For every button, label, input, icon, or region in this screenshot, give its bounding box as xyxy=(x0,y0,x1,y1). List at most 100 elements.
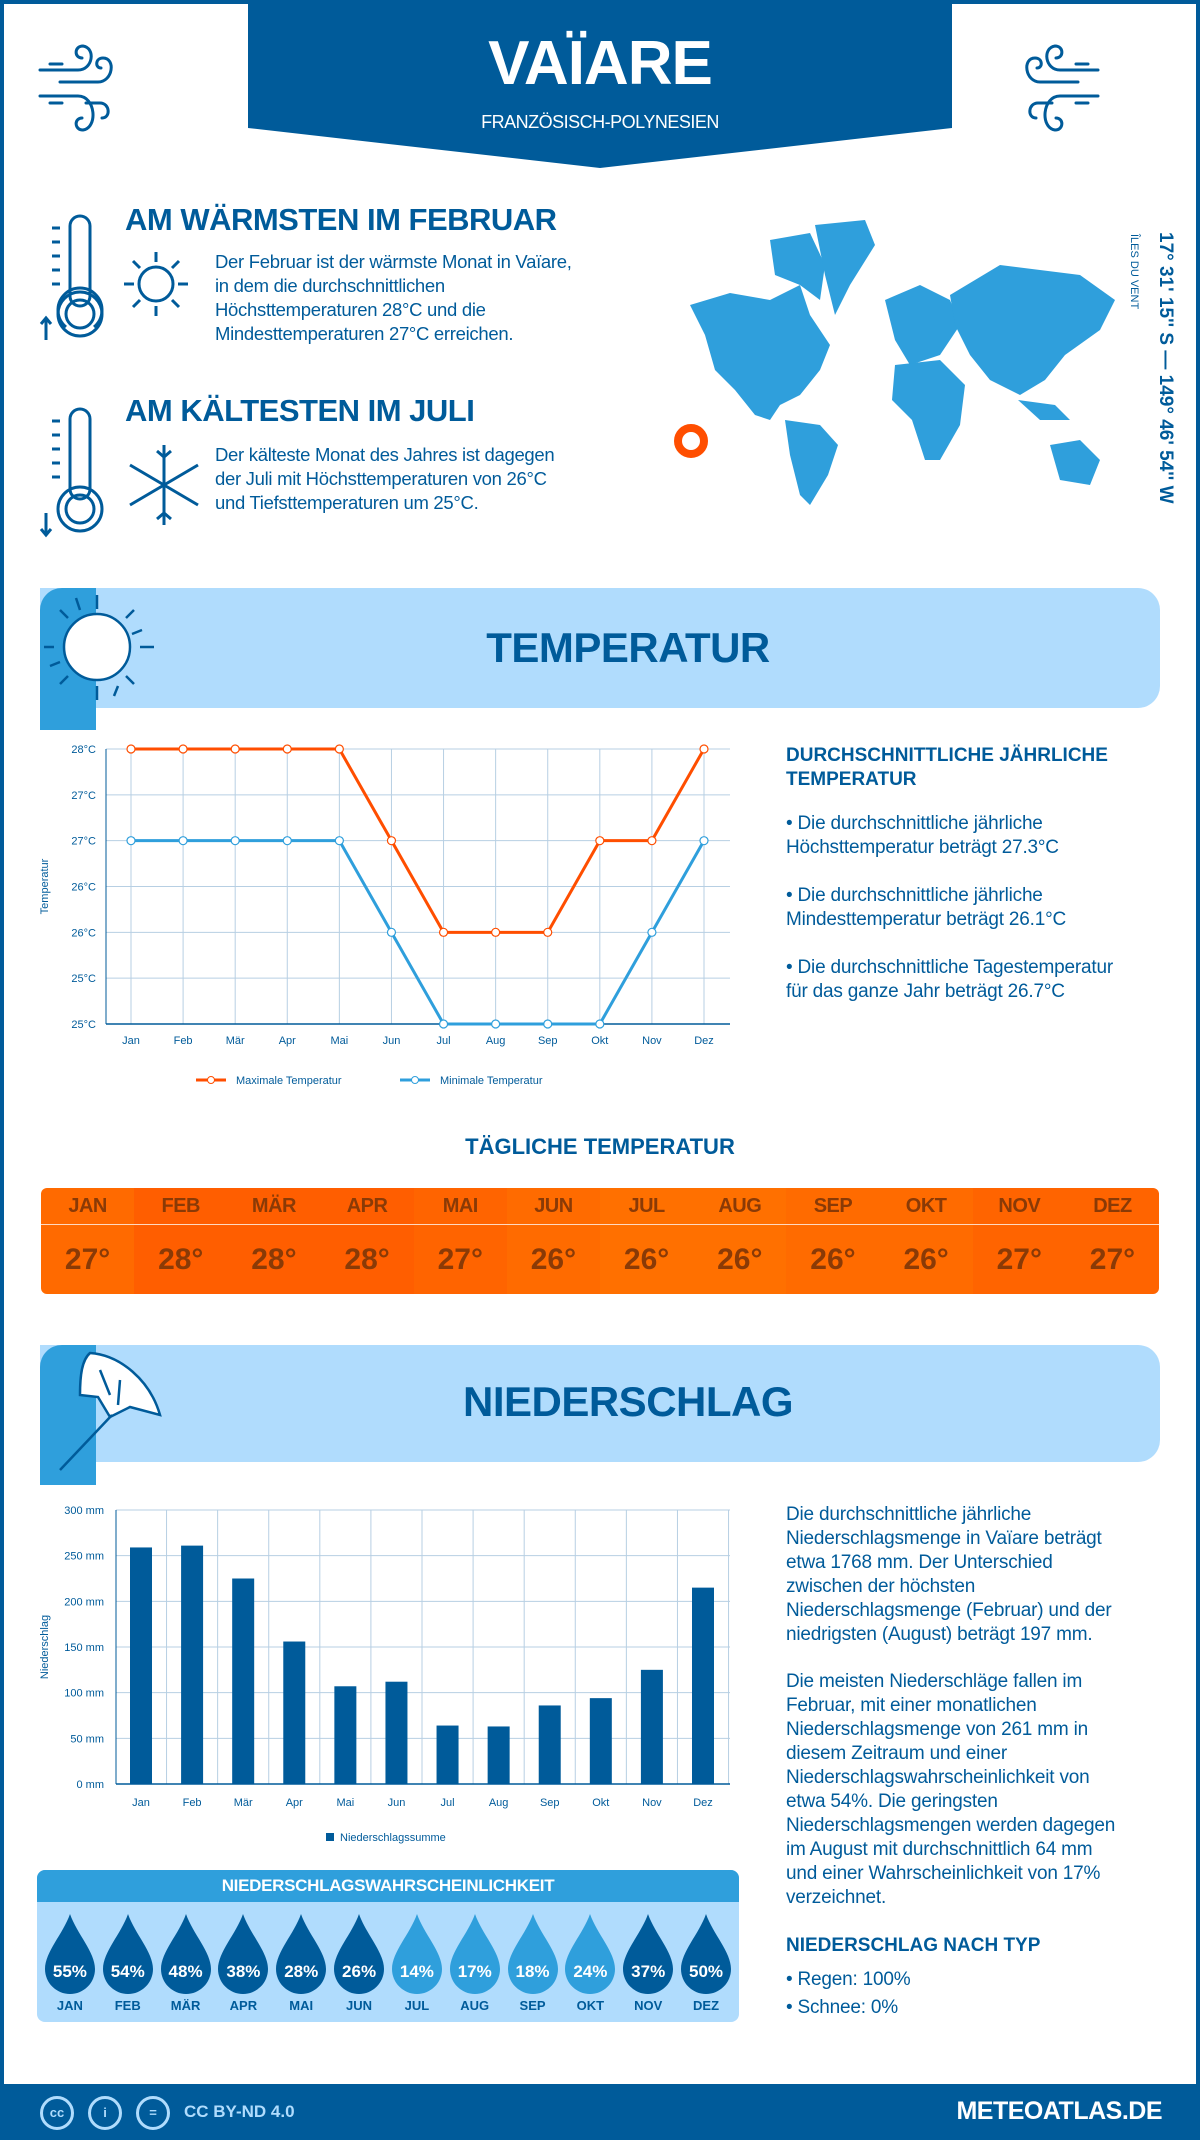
raindrop-icon xyxy=(681,1914,732,1994)
data-point xyxy=(282,836,292,846)
daily-value: 28° xyxy=(344,1243,390,1276)
daily-month: DEZ xyxy=(1065,1188,1159,1225)
data-point xyxy=(178,836,188,846)
data-point xyxy=(386,836,397,846)
data-point xyxy=(647,836,657,846)
x-tick-label: Jan xyxy=(122,1035,140,1047)
text-line: Die durchschnittliche jährliche xyxy=(786,1504,1032,1525)
probability-month: FEB xyxy=(114,1998,141,2013)
probability-drop: 37% NOV xyxy=(619,1902,677,2013)
raindrop-icon xyxy=(334,1914,385,1994)
data-point xyxy=(438,1019,449,1029)
probability-month: OKT xyxy=(576,1998,605,2013)
precip-types: • Regen: 100% • Schnee: 0% xyxy=(786,1966,911,2022)
page-title: VAÏARE xyxy=(488,29,713,98)
text-line: Mindesttemperatur beträgt 26.1°C xyxy=(786,909,1067,930)
probability-value: 18% xyxy=(515,1962,550,1981)
y-tick-label: 26°C xyxy=(71,927,96,939)
daily-value: 27° xyxy=(1089,1243,1136,1276)
x-tick-label: Sep xyxy=(540,1797,560,1809)
text-line: Niederschlagsmenge (Februar) und der xyxy=(786,1600,1112,1621)
precip-bar xyxy=(589,1698,612,1784)
precip-summary: Die durchschnittliche jährliche Niedersch… xyxy=(786,1503,1186,1647)
probability-month: MÄR xyxy=(170,1998,201,2013)
x-tick-label: Jun xyxy=(388,1797,406,1809)
probability-month: JUN xyxy=(346,1998,373,2013)
bullet: • Die durchschnittliche jährliche Höchstt… xyxy=(786,812,1166,860)
text-line: • Die durchschnittliche jährliche xyxy=(786,813,1043,834)
probability-drop: 28% MAI xyxy=(272,1902,330,2013)
x-tick-label: Jan xyxy=(132,1797,150,1809)
legend-label: Niederschlagssumme xyxy=(340,1832,446,1844)
text-line: • Die durchschnittliche Tagestemperatur xyxy=(786,957,1113,978)
precip-bar xyxy=(487,1726,510,1784)
temperature-chart: 25°C 25°C 26°C 26°C 27°C 27°C 28°C Jan Feb Mär Apr… xyxy=(39,744,730,1087)
probability-value: 48% xyxy=(168,1962,203,1981)
probability-drop: 14% JUL xyxy=(388,1902,446,2013)
precip-bar xyxy=(334,1686,357,1784)
y-tick-label: 0 mm xyxy=(77,1779,105,1791)
probability-value: 17% xyxy=(457,1962,492,1981)
thermometer-warm-icon xyxy=(39,214,188,340)
data-point xyxy=(543,927,553,937)
precip-bar xyxy=(181,1545,204,1784)
probability-value: 37% xyxy=(631,1962,666,1981)
text-line: Der Februar ist der wärmste Monat in Vaï… xyxy=(215,251,572,272)
y-tick-label: 28°C xyxy=(71,744,96,756)
data-point xyxy=(491,927,501,937)
data-point xyxy=(595,1019,605,1029)
text-line: und einer Wahrscheinlichkeit von 17% xyxy=(786,1863,1101,1884)
daily-month: NOV xyxy=(972,1188,1066,1225)
page-subtitle: FRANZÖSISCH-POLYNESIEN xyxy=(481,112,719,132)
x-tick-label: Mär xyxy=(226,1035,245,1047)
region-label: ÎLES DU VENT xyxy=(1128,234,1140,310)
daily-temp-sep: SEP 26° xyxy=(786,1188,880,1294)
daily-temp-mär: MÄR 28° xyxy=(227,1188,321,1294)
text-line: niedrigsten (August) beträgt 197 mm. xyxy=(786,1624,1093,1645)
data-point xyxy=(334,836,344,846)
raindrop-icon xyxy=(218,1914,269,1994)
annual-temp-heading: DURCHSCHNITTLICHE JÄHRLICHE TEMPERATUR xyxy=(786,745,1108,790)
text-line: der Juli mit Höchsttemperaturen von 26°C xyxy=(215,468,547,489)
attribution-icon: i xyxy=(88,2096,122,2130)
daily-temp-title: TÄGLICHE TEMPERATUR xyxy=(465,1134,735,1159)
brand-link[interactable]: METEOATLAS.DE xyxy=(956,2097,1162,2125)
probability-value: 54% xyxy=(110,1962,145,1981)
data-point xyxy=(126,744,136,754)
daily-temp-jul: JUL 26° xyxy=(600,1188,694,1294)
daily-temp-jun: JUN 26° xyxy=(506,1188,601,1294)
text-line: Der kälteste Monat des Jahres ist dagege… xyxy=(215,444,555,465)
cc-icon: cc xyxy=(40,2096,74,2130)
data-point xyxy=(595,836,605,846)
text-line: Niederschlagsmenge von 261 mm in xyxy=(786,1719,1088,1740)
legend-marker xyxy=(207,1076,215,1084)
daily-month: MAI xyxy=(413,1188,507,1225)
daily-value: 26° xyxy=(530,1243,577,1276)
x-tick-label: Apr xyxy=(279,1035,296,1047)
license-link[interactable]: CC BY-ND 4.0 xyxy=(184,2102,295,2121)
coordinates: 17° 31' 15'' S — 149° 46' 54'' W xyxy=(1155,232,1176,504)
x-tick-label: Mai xyxy=(330,1035,348,1047)
y-tick-label: 200 mm xyxy=(64,1596,104,1608)
precip-bar xyxy=(385,1681,408,1784)
x-tick-label: Feb xyxy=(183,1797,202,1809)
daily-month: AUG xyxy=(693,1188,787,1225)
probability-drops: 55% JAN 54% FEB 48% MÄR 38% APR 28% MAI 26% JUN 14% J… xyxy=(37,1902,739,2013)
legend-marker xyxy=(411,1076,419,1084)
precip-section-title: NIEDERSCHLAG xyxy=(462,1378,794,1425)
world-map xyxy=(690,220,1115,505)
daily-month: JUN xyxy=(506,1188,601,1225)
data-point xyxy=(647,927,657,937)
data-point xyxy=(699,744,709,754)
text-line: Niederschlagswahrscheinlichkeit von xyxy=(786,1767,1090,1788)
probability-month: AUG xyxy=(460,1998,490,2013)
y-axis-label: Niederschlag xyxy=(39,1615,51,1679)
header-banner xyxy=(248,0,952,168)
data-point xyxy=(386,927,397,937)
raindrop-icon xyxy=(44,1914,95,1994)
text-line: verzeichnet. xyxy=(786,1887,887,1908)
y-tick-label: 27°C xyxy=(71,836,96,848)
precip-bar xyxy=(692,1587,714,1784)
daily-temp-apr: APR 28° xyxy=(320,1188,414,1294)
daily-month: MÄR xyxy=(227,1188,321,1225)
